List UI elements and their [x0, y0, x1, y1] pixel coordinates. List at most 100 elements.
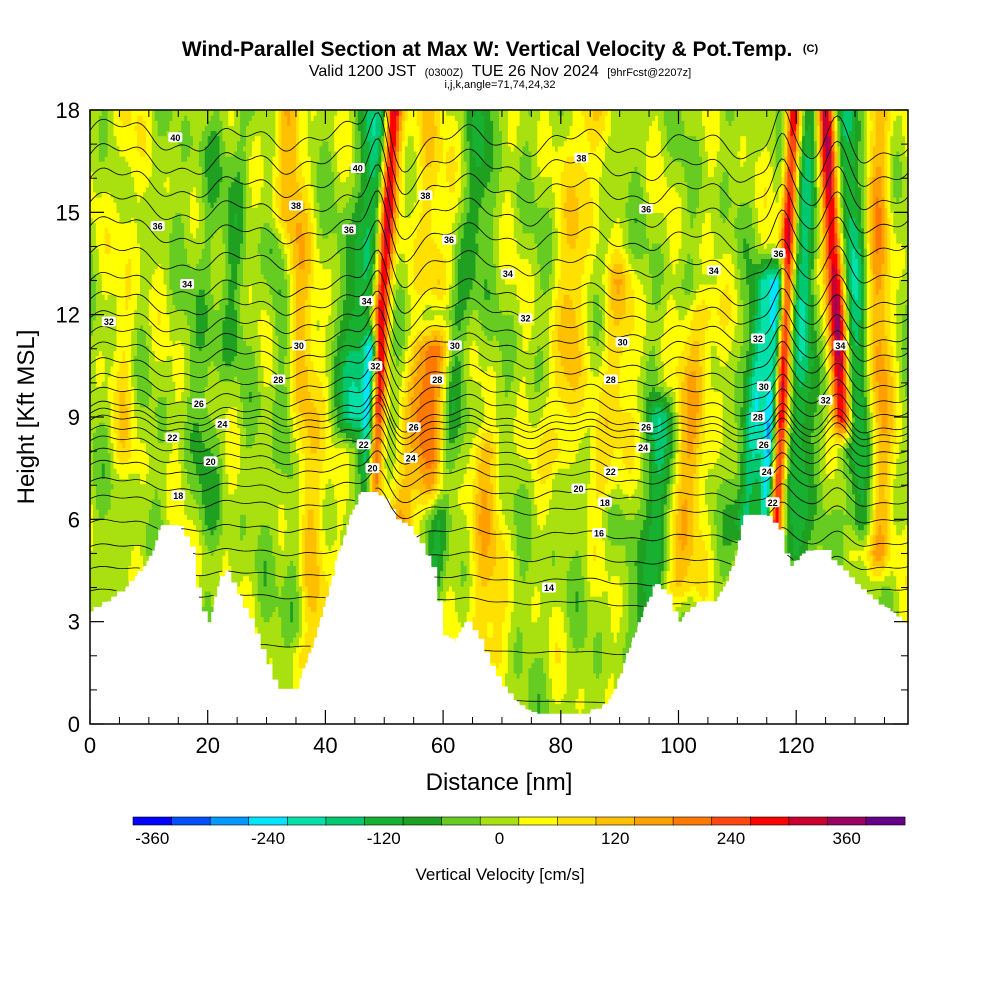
velocity-cell	[725, 503, 730, 546]
velocity-cell	[843, 437, 847, 444]
velocity-cell	[852, 217, 856, 249]
velocity-cell	[713, 166, 718, 259]
velocity-cell	[519, 483, 524, 577]
velocity-cell	[231, 493, 235, 587]
velocity-cell	[775, 110, 780, 167]
velocity-cell	[666, 299, 671, 387]
velocity-cell	[325, 140, 329, 239]
velocity-cell	[607, 606, 612, 679]
velocity-cell	[699, 365, 703, 428]
velocity-cell	[566, 381, 571, 413]
velocity-cell	[563, 376, 568, 408]
velocity-cell	[560, 304, 565, 367]
velocity-cell	[675, 376, 680, 413]
velocity-cell	[213, 202, 218, 234]
velocity-cell	[469, 110, 474, 290]
velocity-cell	[419, 110, 424, 167]
velocity-cell	[846, 427, 850, 433]
velocity-cell	[740, 110, 744, 137]
velocity-cell	[790, 289, 794, 306]
velocity-cell	[743, 370, 747, 423]
velocity-cell	[587, 580, 591, 715]
velocity-cell	[772, 442, 777, 459]
velocity-cell	[201, 442, 206, 505]
velocity-cell	[198, 483, 203, 520]
velocity-cell	[437, 110, 441, 172]
velocity-cell	[142, 330, 147, 408]
velocity-cell	[878, 110, 883, 167]
velocity-cell	[148, 381, 153, 398]
velocity-cell	[516, 677, 521, 705]
velocity-cell	[451, 590, 456, 643]
velocity-cell	[610, 575, 615, 633]
velocity-cell	[487, 509, 491, 546]
velocity-cell	[652, 401, 656, 413]
velocity-cell	[260, 309, 265, 367]
velocity-cell	[875, 422, 880, 505]
velocity-cell	[684, 181, 688, 265]
velocity-cell	[313, 406, 318, 454]
velocity-cell	[775, 376, 780, 393]
velocity-cell	[463, 381, 468, 433]
velocity-cell	[616, 324, 621, 449]
velocity-cell	[696, 289, 700, 306]
velocity-cell	[731, 539, 735, 561]
velocity-cell	[157, 360, 162, 398]
velocity-cell	[334, 498, 338, 541]
velocity-cell	[551, 289, 556, 331]
contour-label: 22	[603, 466, 618, 477]
velocity-cell	[896, 110, 900, 116]
velocity-cell	[807, 391, 812, 541]
velocity-cell	[834, 115, 838, 132]
velocity-cell	[525, 350, 530, 398]
velocity-cell	[684, 294, 688, 316]
velocity-cell	[190, 135, 194, 147]
velocity-cell	[581, 110, 585, 116]
velocity-cell	[348, 447, 353, 515]
velocity-cell	[437, 314, 441, 326]
velocity-cell	[816, 319, 821, 357]
velocity-cell	[393, 253, 397, 270]
velocity-cell	[634, 560, 638, 566]
velocity-cell	[398, 130, 403, 152]
velocity-cell	[440, 299, 444, 311]
velocity-cell	[772, 406, 777, 428]
velocity-cell	[699, 243, 703, 259]
velocity-cell	[666, 509, 671, 572]
velocity-cell	[899, 534, 903, 618]
theta-contour	[90, 565, 908, 592]
velocity-cell	[837, 432, 841, 439]
velocity-cell	[366, 447, 371, 459]
velocity-cell	[543, 672, 547, 715]
velocity-cell	[831, 314, 836, 336]
velocity-cell	[313, 529, 318, 613]
velocity-cell	[663, 381, 668, 393]
velocity-cell	[366, 140, 371, 229]
velocity-cell	[401, 478, 406, 515]
velocity-cell	[699, 529, 703, 597]
velocity-cell	[369, 335, 374, 341]
velocity-cell	[702, 299, 706, 444]
velocity-cell	[857, 186, 862, 224]
velocity-cell	[101, 191, 106, 295]
velocity-cell	[178, 212, 182, 311]
colorbar-swatch	[171, 816, 211, 826]
velocity-cell	[407, 335, 412, 357]
velocity-cell	[834, 417, 838, 428]
velocity-cell	[831, 478, 836, 510]
velocity-cell	[722, 289, 727, 331]
velocity-cell	[307, 156, 312, 203]
velocity-cell	[601, 130, 606, 162]
velocity-cell	[563, 294, 568, 377]
velocity-cell	[260, 156, 265, 188]
velocity-cell	[813, 294, 818, 331]
velocity-cell	[866, 376, 871, 408]
velocity-cell	[740, 345, 744, 408]
velocity-cell	[98, 273, 103, 352]
velocity-cell	[710, 273, 715, 285]
velocity-cell	[466, 406, 471, 423]
contour-label: 18	[171, 490, 186, 501]
velocity-cell	[643, 294, 647, 336]
velocity-cell	[584, 601, 588, 638]
